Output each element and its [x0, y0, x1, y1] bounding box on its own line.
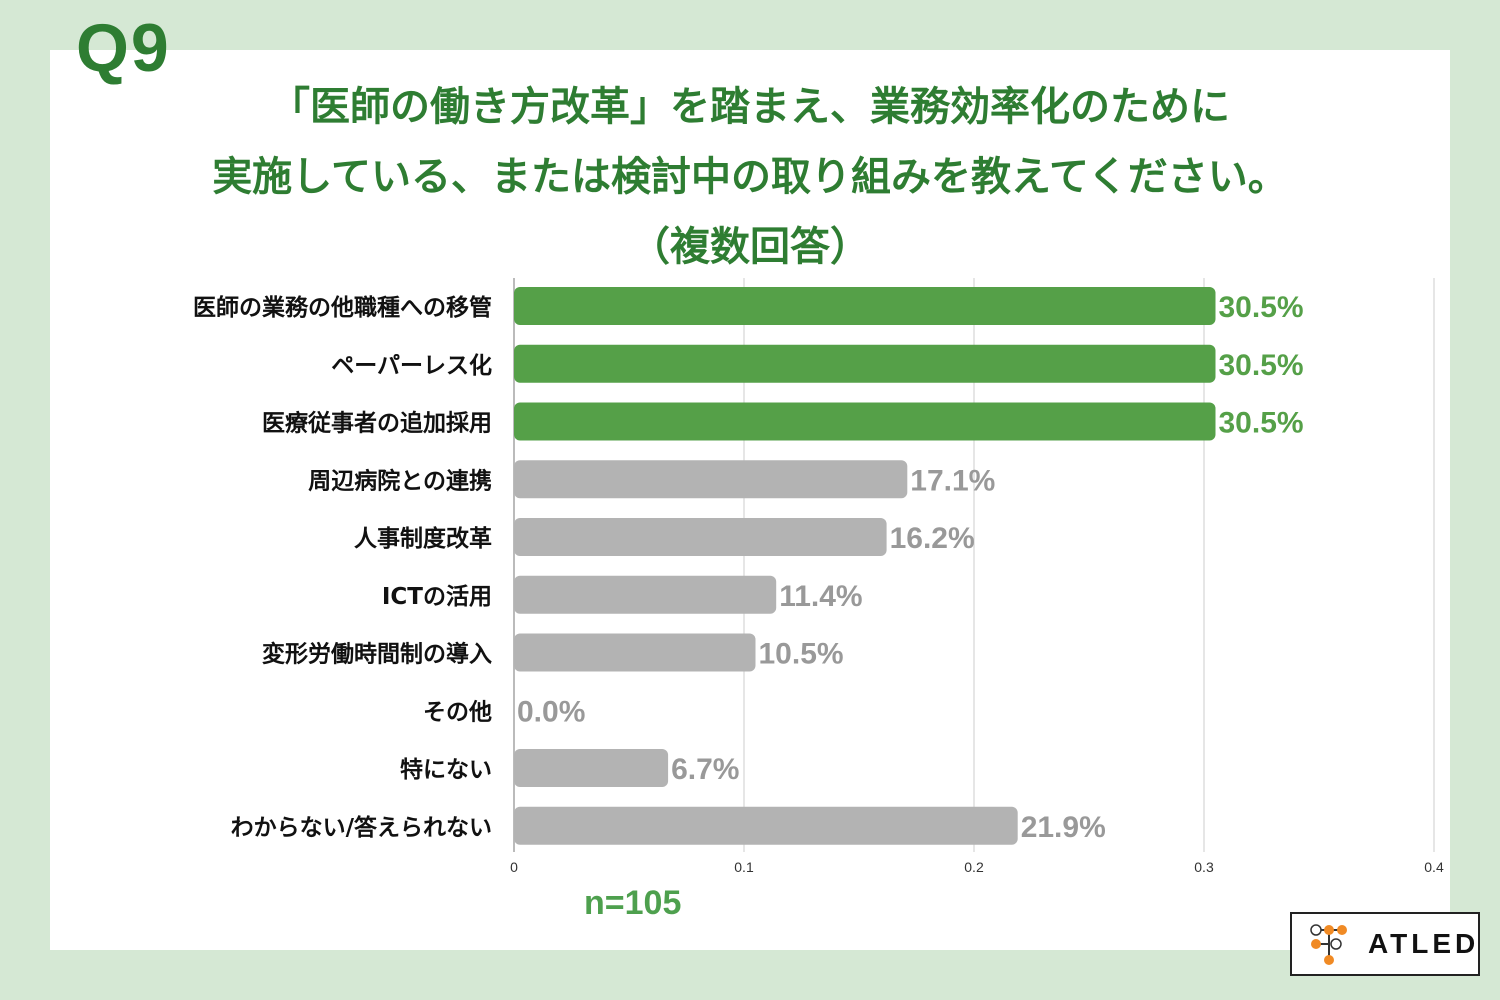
- bar: [514, 460, 908, 499]
- data-label: 0.0%: [517, 695, 585, 728]
- category-label: 周辺病院との連携: [308, 467, 492, 494]
- title-line-2: 実施している、または検討中の取り組みを教えてください。: [212, 154, 1288, 200]
- data-label: 16.2%: [890, 522, 975, 555]
- category-label: 変形労働時間制の導入: [262, 641, 492, 668]
- title-line-1: 「医師の働き方改革」を踏まえ、業務効率化のために: [270, 84, 1230, 130]
- question-label: Q9: [76, 10, 171, 86]
- x-tick-label: 0.1: [734, 859, 754, 875]
- data-label: 17.1%: [910, 464, 995, 497]
- category-label: ICTの活用: [382, 584, 492, 610]
- x-tick-label: 0.2: [964, 859, 984, 875]
- bar: [514, 806, 1018, 845]
- logo-text: ATLED: [1368, 928, 1480, 959]
- chart-title: 「医師の働き方改革」を踏まえ、業務効率化のために 実施している、または検討中の取…: [0, 72, 1500, 282]
- category-label: 医療従事者の追加採用: [262, 410, 492, 437]
- category-label: わからない/答えられない: [231, 814, 492, 841]
- bar: [514, 633, 756, 672]
- atled-logo: ATLED: [1290, 912, 1480, 976]
- bar: [514, 287, 1216, 325]
- x-tick-label: 0: [510, 859, 518, 875]
- data-label: 6.7%: [671, 753, 739, 786]
- category-label: ペーパーレス化: [331, 352, 492, 379]
- bar: [514, 518, 887, 556]
- bar: [514, 344, 1216, 383]
- data-label: 30.5%: [1219, 407, 1304, 440]
- bar: [514, 402, 1216, 441]
- data-label: 30.5%: [1219, 349, 1304, 382]
- logo-mark-icon: [1310, 924, 1347, 965]
- data-label: 30.5%: [1219, 291, 1304, 324]
- category-label: その他: [423, 699, 492, 725]
- chart-panel: [50, 50, 1450, 950]
- title-line-3: （複数回答）: [630, 224, 870, 270]
- bar: [514, 749, 669, 787]
- data-label: 11.4%: [779, 580, 862, 613]
- category-label: 医師の業務の他職種への移管: [193, 294, 492, 321]
- bar: [514, 575, 777, 614]
- sample-size-label: n=105: [584, 884, 682, 922]
- x-tick-label: 0.4: [1424, 859, 1444, 875]
- category-label: 特にない: [400, 757, 492, 783]
- data-label: 10.5%: [759, 638, 844, 671]
- category-label: 人事制度改革: [354, 525, 492, 552]
- x-tick-label: 0.3: [1194, 859, 1214, 875]
- data-label: 21.9%: [1021, 811, 1106, 844]
